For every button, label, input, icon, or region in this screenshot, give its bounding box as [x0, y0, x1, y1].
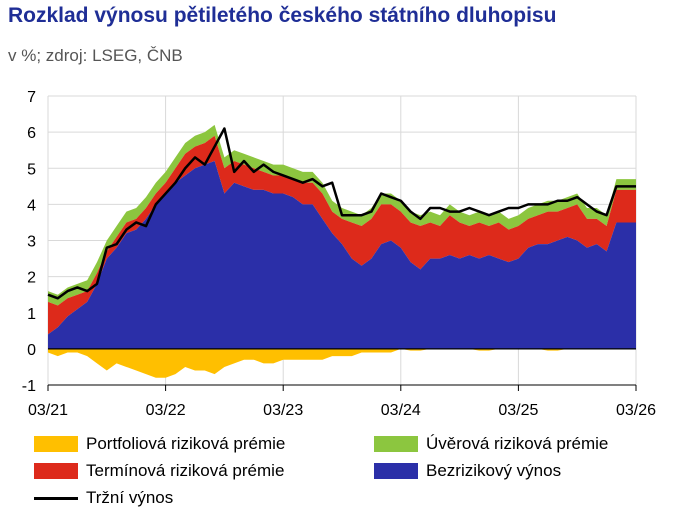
y-tick-label: 6	[27, 125, 36, 142]
legend-item-riskfree: Bezrizikový výnos	[374, 461, 561, 481]
x-tick-label: 03/25	[498, 402, 538, 419]
chart-title: Rozklad výnosu pětiletého českého státní…	[8, 4, 557, 27]
y-tick-label: 5	[27, 161, 36, 178]
legend-item-market: Tržní výnos	[34, 488, 173, 508]
line-market-yield	[47, 127, 636, 300]
y-axis-ticks: -1 0 1 2 3 4 5 6 7	[22, 89, 36, 395]
y-tick-label: -1	[22, 378, 36, 395]
area-riskfree-yield	[48, 161, 636, 349]
area-term-premium	[48, 135, 636, 335]
legend-label: Termínová riziková prémie	[86, 461, 285, 480]
x-tick-label: 03/21	[28, 402, 68, 419]
x-axis-ticks: 03/21 03/22 03/23 03/24 03/25 03/26	[28, 385, 656, 419]
y-tick-label: 0	[27, 342, 36, 359]
legend-item-term: Termínová riziková prémie	[34, 461, 284, 481]
legend-swatch	[374, 436, 418, 452]
x-tick-label: 03/26	[616, 402, 656, 419]
legend-item-portfolio: Portfoliová riziková prémie	[34, 434, 285, 454]
axes	[48, 348, 636, 386]
legend-item-credit: Úvěrová riziková prémie	[374, 434, 608, 454]
stacked-areas	[48, 124, 636, 378]
x-tick-label: 03/24	[381, 402, 421, 419]
x-tick-label: 03/22	[146, 402, 186, 419]
y-tick-label: 4	[27, 197, 36, 214]
area-portfolio-premium	[48, 348, 636, 378]
market-yield-line	[47, 127, 636, 300]
legend-label: Úvěrová riziková prémie	[426, 434, 609, 453]
legend-label: Tržní výnos	[86, 488, 174, 507]
y-tick-label: 7	[27, 89, 36, 106]
chart-subtitle: v %; zdroj: LSEG, ČNB	[8, 46, 183, 65]
y-tick-label: 3	[27, 234, 36, 251]
legend-label: Bezrizikový výnos	[426, 461, 562, 480]
legend-swatch	[34, 463, 78, 479]
legend-label: Portfoliová riziková prémie	[86, 434, 286, 453]
x-tick-label: 03/23	[263, 402, 303, 419]
y-tick-label: 2	[27, 270, 36, 287]
y-tick-label: 1	[27, 306, 36, 323]
legend-swatch	[34, 436, 78, 452]
legend-swatch	[34, 496, 78, 500]
legend-swatch	[374, 463, 418, 479]
